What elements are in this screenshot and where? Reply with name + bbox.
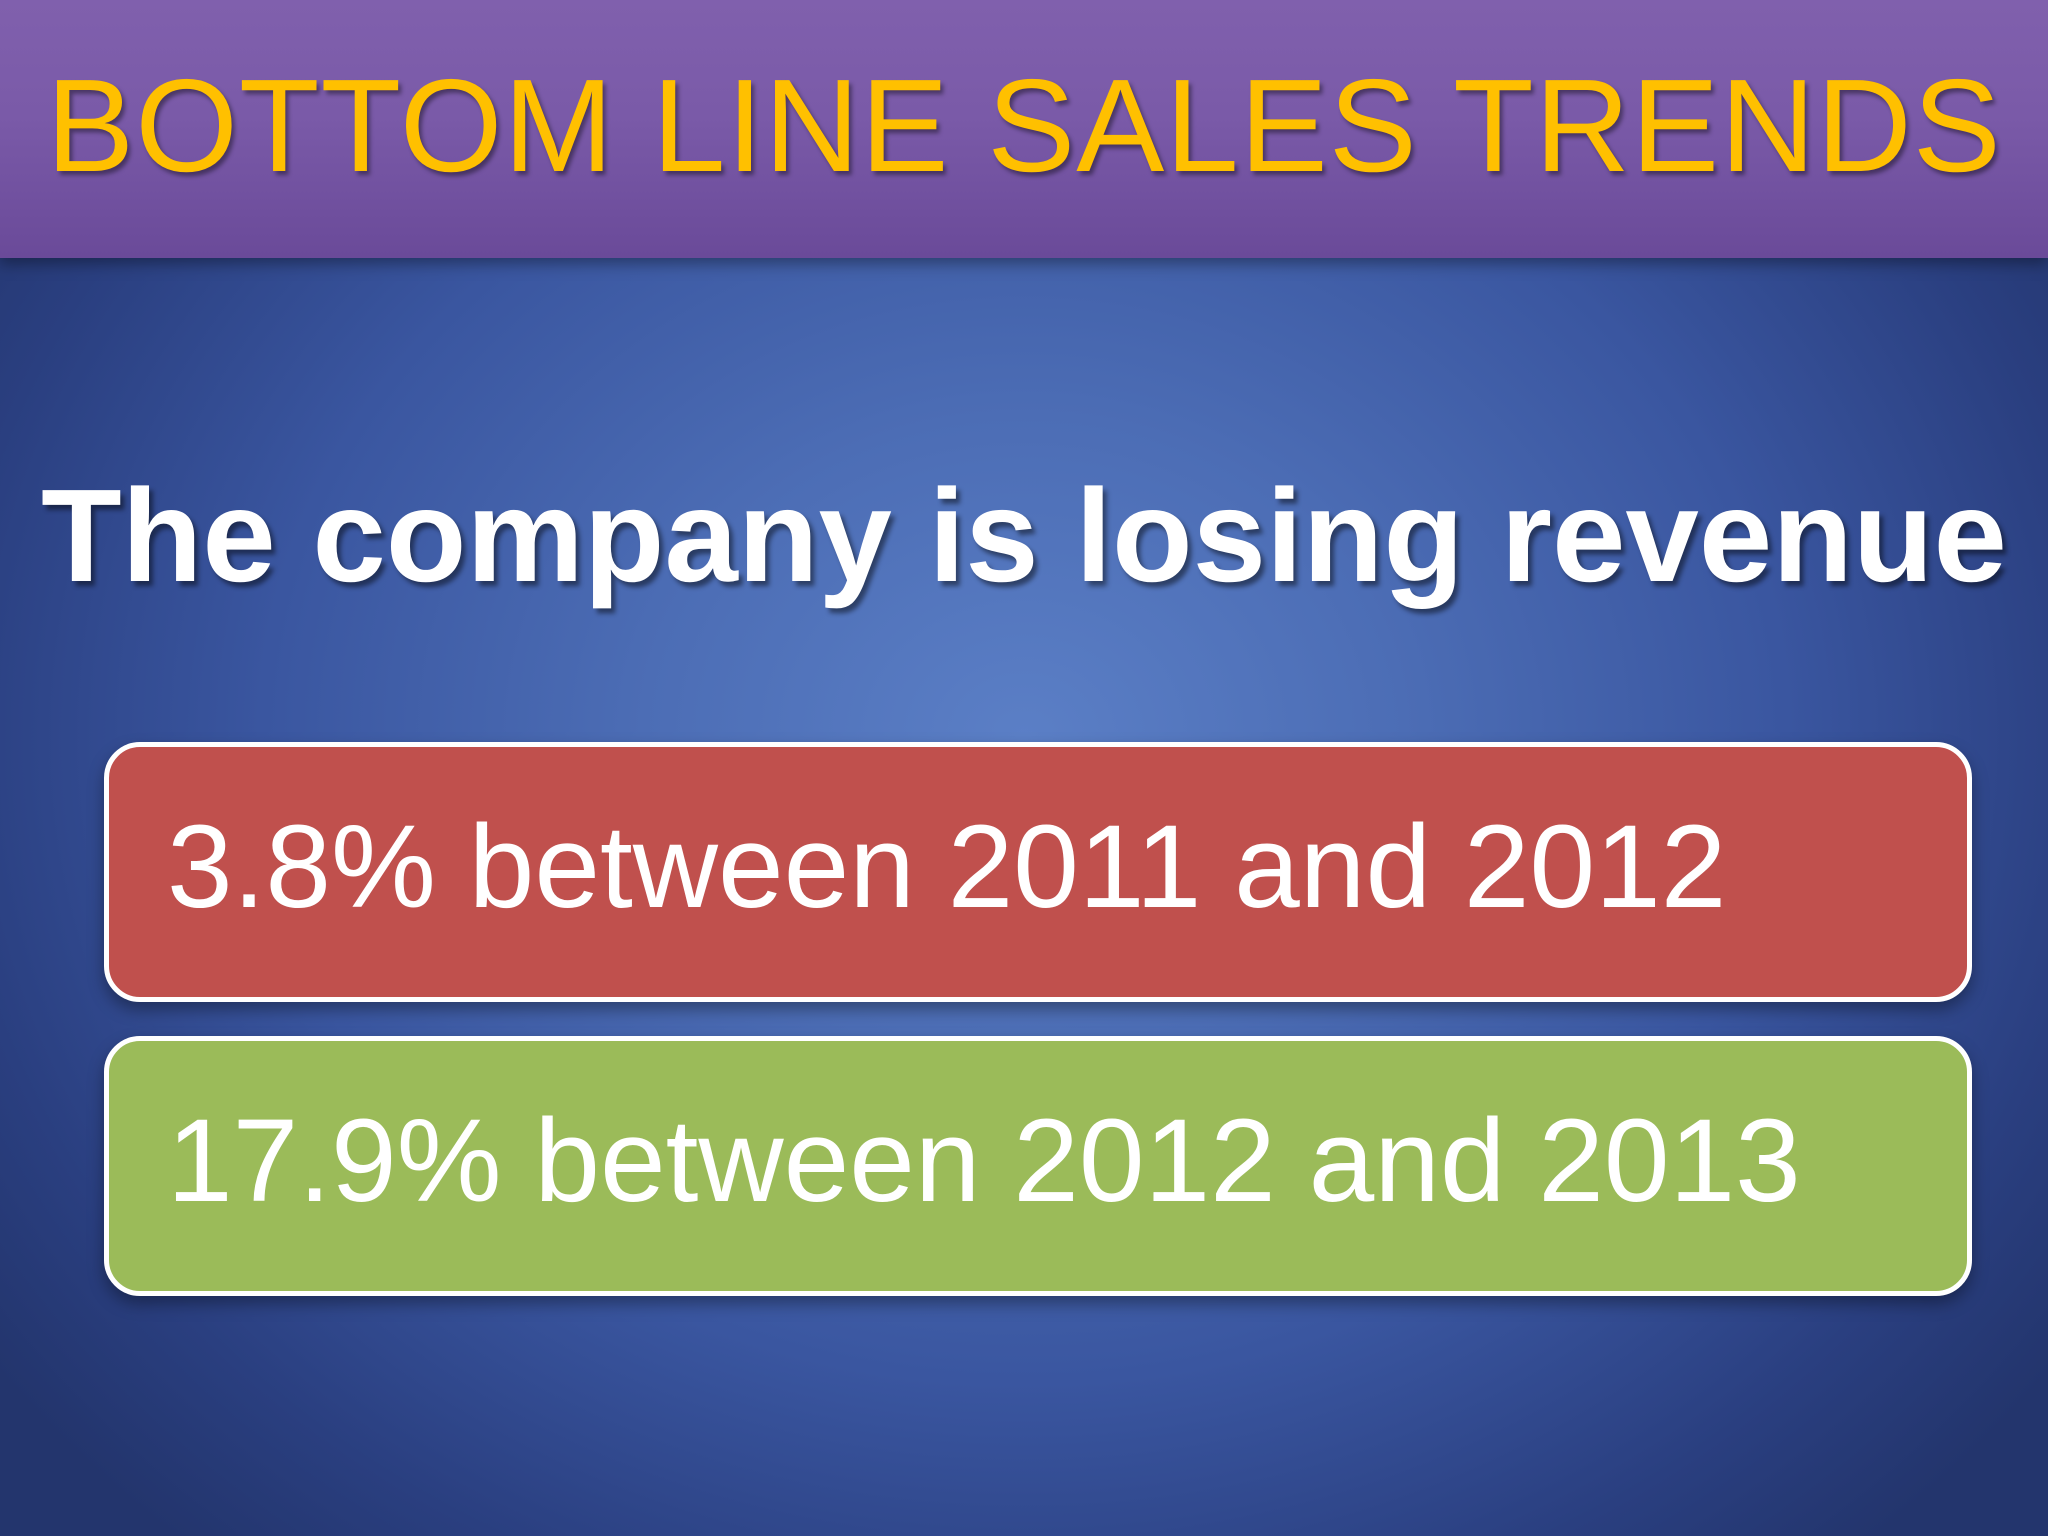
stat-text-2011-2012: 3.8% between 2011 and 2012 xyxy=(167,801,1727,933)
stat-box-2012-2013: 17.9% between 2012 and 2013 xyxy=(104,1036,1972,1296)
stat-box-2011-2012: 3.8% between 2011 and 2012 xyxy=(104,742,1972,1002)
title-bar: BOTTOM LINE SALES TRENDS xyxy=(0,0,2048,258)
stat-text-2012-2013: 17.9% between 2012 and 2013 xyxy=(167,1095,1801,1227)
slide-title: BOTTOM LINE SALES TRENDS xyxy=(46,51,2002,199)
headline: The company is losing revenue xyxy=(41,462,2007,609)
